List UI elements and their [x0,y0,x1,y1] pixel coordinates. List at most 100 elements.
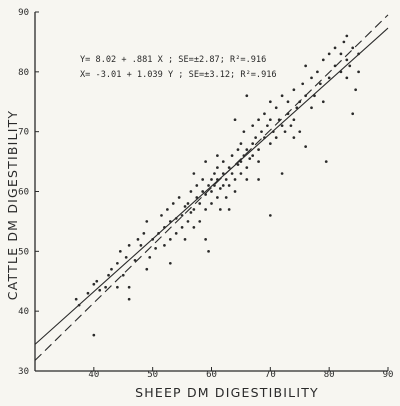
data-point [221,184,225,187]
data-point [348,64,352,68]
data-point [104,285,107,289]
y-tick-label: 90 [18,8,29,18]
data-point [236,163,240,166]
data-point [233,190,237,193]
data-point [148,255,152,259]
data-point [339,52,343,56]
data-point [210,178,213,181]
y-tick-label: 40 [18,307,29,317]
x-tick-label: 60 [206,370,217,380]
data-point [251,142,255,145]
data-point [345,34,349,38]
data-point [127,285,131,289]
y-tick-label: 50 [18,247,29,257]
data-point [204,193,207,196]
data-point [233,178,237,181]
data-point [127,244,131,247]
data-point [268,100,272,104]
data-point [118,249,122,253]
data-point [189,211,193,214]
data-point [95,279,99,283]
data-point [110,267,113,271]
data-point [286,100,290,104]
data-point [207,184,210,187]
data-point [174,232,178,235]
data-point [263,112,266,116]
x-axis-title: SHEEP DM DIGESTIBILITY [135,385,319,400]
x-tick-label: 50 [147,370,158,380]
data-point [257,160,260,163]
data-point [260,130,263,134]
y-axis-title: CATTLE DM DIGESTIBILITY [5,110,20,301]
data-point [133,258,137,262]
data-point [292,88,296,92]
data-point [116,285,119,289]
axis-ticks: 40 50 60 70 80 90 30 40 50 60 70 80 90 [18,8,393,380]
data-point [192,226,196,229]
data-point [145,267,149,271]
data-point [274,106,278,110]
regression-equation: X= -3.01 + 1.039 Y ; SE=±3.12; R²=.916 [80,70,277,80]
data-point [116,261,119,265]
data-point [301,82,305,86]
data-point [227,208,231,211]
data-point [136,238,140,241]
data-point [145,220,149,223]
data-point [327,52,331,56]
data-point [127,297,131,301]
data-point [304,145,307,148]
data-point [177,196,181,199]
data-point [251,124,255,128]
regression-equations: Y= 8.02 + .881 X ; SE=±2.87; R²=.916 X= -… [80,55,277,80]
data-point [198,202,202,205]
y-tick-label: 70 [18,128,29,138]
data-point [186,220,190,223]
x-tick-label: 80 [324,370,335,380]
data-point [216,196,219,199]
data-point [183,238,187,241]
data-point [124,255,128,259]
data-point [166,208,169,211]
data-point [333,46,337,50]
y-tick-label: 60 [18,188,29,198]
data-point [86,291,90,295]
data-point [292,136,296,139]
data-point [242,130,246,134]
data-point [268,142,272,145]
data-point [204,238,207,241]
data-point [227,166,231,169]
regression-lines [34,14,389,361]
data-point [321,100,325,104]
data-point [201,178,205,181]
data-point [245,94,249,98]
data-point [160,214,163,217]
data-point [139,244,143,247]
data-point [98,288,102,292]
data-point [142,232,146,235]
data-point [216,166,219,169]
data-point [207,249,210,253]
data-point [213,172,216,175]
data-point [274,136,278,139]
regression-equation: Y= 8.02 + .881 X ; SE=±2.87; R²=.916 [80,55,266,65]
data-point [266,124,269,128]
data-point [168,238,172,241]
data-point [92,282,96,286]
x-tick-label: 70 [265,370,276,380]
data-point [74,297,78,301]
data-point [171,202,175,205]
data-point [180,214,184,217]
data-point [257,118,260,122]
data-point [163,244,166,247]
data-point [280,172,284,175]
data-point [251,154,255,157]
data-point [254,136,257,139]
data-point [268,118,272,122]
data-point [357,70,360,74]
data-point [210,202,213,205]
data-point [318,82,322,86]
data-point [224,196,228,199]
data-point [351,112,355,116]
data-point [245,178,249,181]
